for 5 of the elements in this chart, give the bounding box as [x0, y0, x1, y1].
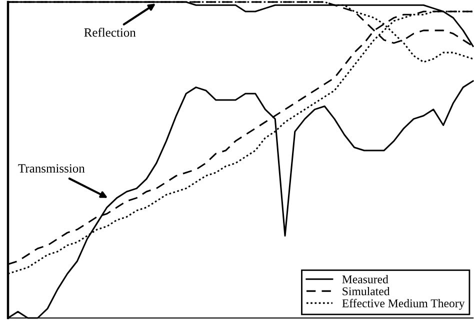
- legend-label: Simulated: [342, 286, 390, 296]
- legend-label: Effective Medium Theory: [342, 298, 465, 310]
- annotation: Reflection: [84, 28, 136, 37]
- annotation: Transmission: [18, 164, 85, 173]
- legend-label: Measured: [342, 275, 388, 284]
